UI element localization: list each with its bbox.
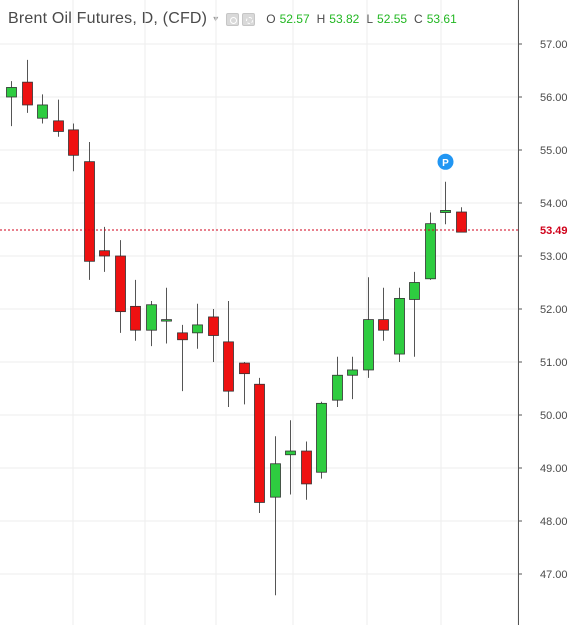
close-label: C — [414, 12, 423, 26]
visibility-icon[interactable] — [226, 12, 240, 26]
candle-body-8 — [130, 305, 141, 331]
chart-header: Brent Oil Futures, D, (CFD) ▾ O 52.57 H … — [8, 8, 460, 30]
candle-8 — [130, 279, 141, 341]
y-tick-label-4: 53.00 — [540, 251, 568, 263]
candle-body-21 — [332, 374, 343, 401]
candle-16 — [254, 377, 265, 514]
candle-body-2 — [37, 104, 48, 119]
candles — [6, 59, 467, 596]
candle-11 — [177, 324, 188, 392]
candle-23 — [363, 277, 374, 378]
candle-4 — [68, 123, 79, 172]
candle-body-5 — [84, 161, 95, 262]
low-value: 52.55 — [377, 12, 408, 26]
candle-14 — [223, 301, 234, 408]
candle-24 — [378, 287, 389, 341]
candle-body-0 — [6, 87, 17, 98]
candle-7 — [115, 240, 126, 333]
y-tick-label-7: 50.00 — [540, 410, 568, 422]
overlay: 53.49 P — [0, 153, 583, 239]
open-label: O — [266, 12, 276, 26]
candle-body-11 — [177, 332, 188, 341]
candle-body-13 — [208, 316, 219, 336]
candle-18 — [285, 420, 296, 495]
candle-26 — [409, 271, 420, 357]
y-tick-label-5: 52.00 — [540, 304, 568, 316]
y-tick-label-6: 51.00 — [540, 357, 568, 369]
candle-5 — [84, 142, 95, 280]
candle-body-27 — [425, 223, 436, 280]
grid — [0, 0, 519, 625]
candle-body-12 — [192, 324, 203, 334]
candle-27 — [425, 212, 436, 280]
candle-body-7 — [115, 255, 126, 313]
candle-body-23 — [363, 319, 374, 371]
open-value: 52.57 — [279, 12, 310, 26]
candle-body-6 — [99, 250, 110, 257]
low-label: L — [366, 12, 374, 26]
candle-body-16 — [254, 383, 265, 503]
candle-body-4 — [68, 129, 79, 156]
candle-9 — [146, 301, 157, 347]
candle-6 — [99, 226, 110, 272]
candle-22 — [347, 356, 358, 400]
candle-body-17 — [270, 463, 281, 498]
candle-0 — [6, 81, 17, 127]
candle-13 — [208, 309, 219, 362]
candle-body-25 — [394, 297, 405, 355]
candle-body-10 — [161, 319, 172, 322]
settings-icon[interactable] — [242, 12, 256, 26]
y-tick-label-10: 47.00 — [540, 569, 568, 581]
candle-body-26 — [409, 282, 420, 300]
candle-body-24 — [378, 319, 389, 331]
high-label: H — [316, 12, 326, 26]
candle-10 — [161, 287, 172, 344]
event-marker-label: P — [442, 158, 449, 169]
last-price-label: 53.49 — [540, 225, 568, 237]
candle-29 — [456, 207, 467, 233]
candle-15 — [239, 362, 250, 405]
candle-body-1 — [22, 81, 33, 106]
candle-body-18 — [285, 450, 296, 456]
candle-19 — [301, 441, 312, 500]
candle-20 — [316, 401, 327, 479]
candle-body-3 — [53, 120, 64, 132]
last-price-tag — [519, 222, 583, 239]
y-tick-label-9: 48.00 — [540, 516, 568, 528]
y-tick-label-8: 49.00 — [540, 463, 568, 475]
candle-17 — [270, 436, 281, 596]
candle-21 — [332, 356, 343, 408]
candle-2 — [37, 94, 48, 124]
candle-12 — [192, 303, 203, 349]
candle-body-19 — [301, 450, 312, 485]
event-marker-bubble — [437, 153, 454, 170]
y-tick-label-0: 57.00 — [540, 39, 568, 51]
ohlc-readout: O 52.57 H 53.82 L 52.55 C 53.61 — [266, 12, 460, 26]
symbol-title[interactable]: Brent Oil Futures, D, (CFD) — [8, 10, 208, 27]
candle-body-22 — [347, 369, 358, 376]
event-marker[interactable]: P — [437, 153, 454, 170]
price-axis[interactable]: 57.00 56.00 55.00 54.00 53.00 52.00 51.00 50.00… — [518, 0, 568, 625]
candle-28 — [440, 181, 451, 225]
close-value: 53.61 — [426, 12, 457, 26]
candle-body-28 — [440, 210, 451, 213]
candle-25 — [394, 287, 405, 362]
candle-body-9 — [146, 304, 157, 331]
y-tick-label-1: 56.00 — [540, 92, 568, 104]
candle-body-29 — [456, 211, 467, 233]
candle-body-15 — [239, 362, 250, 375]
candle-1 — [22, 59, 33, 113]
candle-body-20 — [316, 402, 327, 473]
y-tick-label-2: 55.00 — [540, 145, 568, 157]
candle-3 — [53, 99, 64, 137]
y-tick-label-3: 54.00 — [540, 198, 568, 210]
candle-body-14 — [223, 341, 234, 392]
high-value: 53.82 — [329, 12, 360, 26]
